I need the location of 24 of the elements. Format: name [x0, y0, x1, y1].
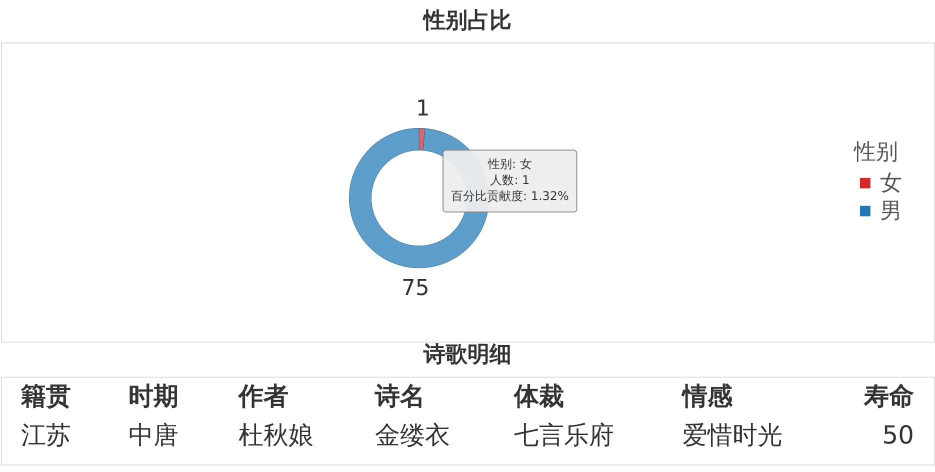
category-label: 作者: [237, 382, 288, 411]
text: 江苏: [20, 420, 71, 450]
category-label: 诗名: [374, 382, 426, 411]
data-label: 1: [416, 96, 430, 122]
data-label: 75: [401, 276, 430, 301]
text: 中唐: [128, 420, 179, 450]
text: 七言乐府: [514, 420, 614, 450]
chart-title: 性别占比: [422, 8, 512, 34]
text: 50: [882, 420, 914, 450]
category-label: 情感: [680, 382, 734, 411]
legend-title: 性别: [853, 140, 898, 166]
category-label: 籍贯: [20, 382, 71, 411]
category-label: 时期: [128, 382, 179, 411]
legend-label: 女: [880, 171, 902, 196]
category-label: 寿命: [863, 382, 914, 411]
text: 金缕衣: [375, 420, 450, 450]
text: 杜秋娘: [238, 420, 314, 450]
legend-label: 男: [880, 199, 902, 224]
text: 百分比贡献度: 1.32%: [450, 189, 569, 204]
text: 诗歌明细: [422, 342, 512, 368]
text: 爱惜时光: [682, 420, 783, 450]
text: 性别: 女: [486, 157, 532, 172]
category-label: 体裁: [512, 382, 564, 411]
text: 人数: 1: [490, 173, 530, 188]
